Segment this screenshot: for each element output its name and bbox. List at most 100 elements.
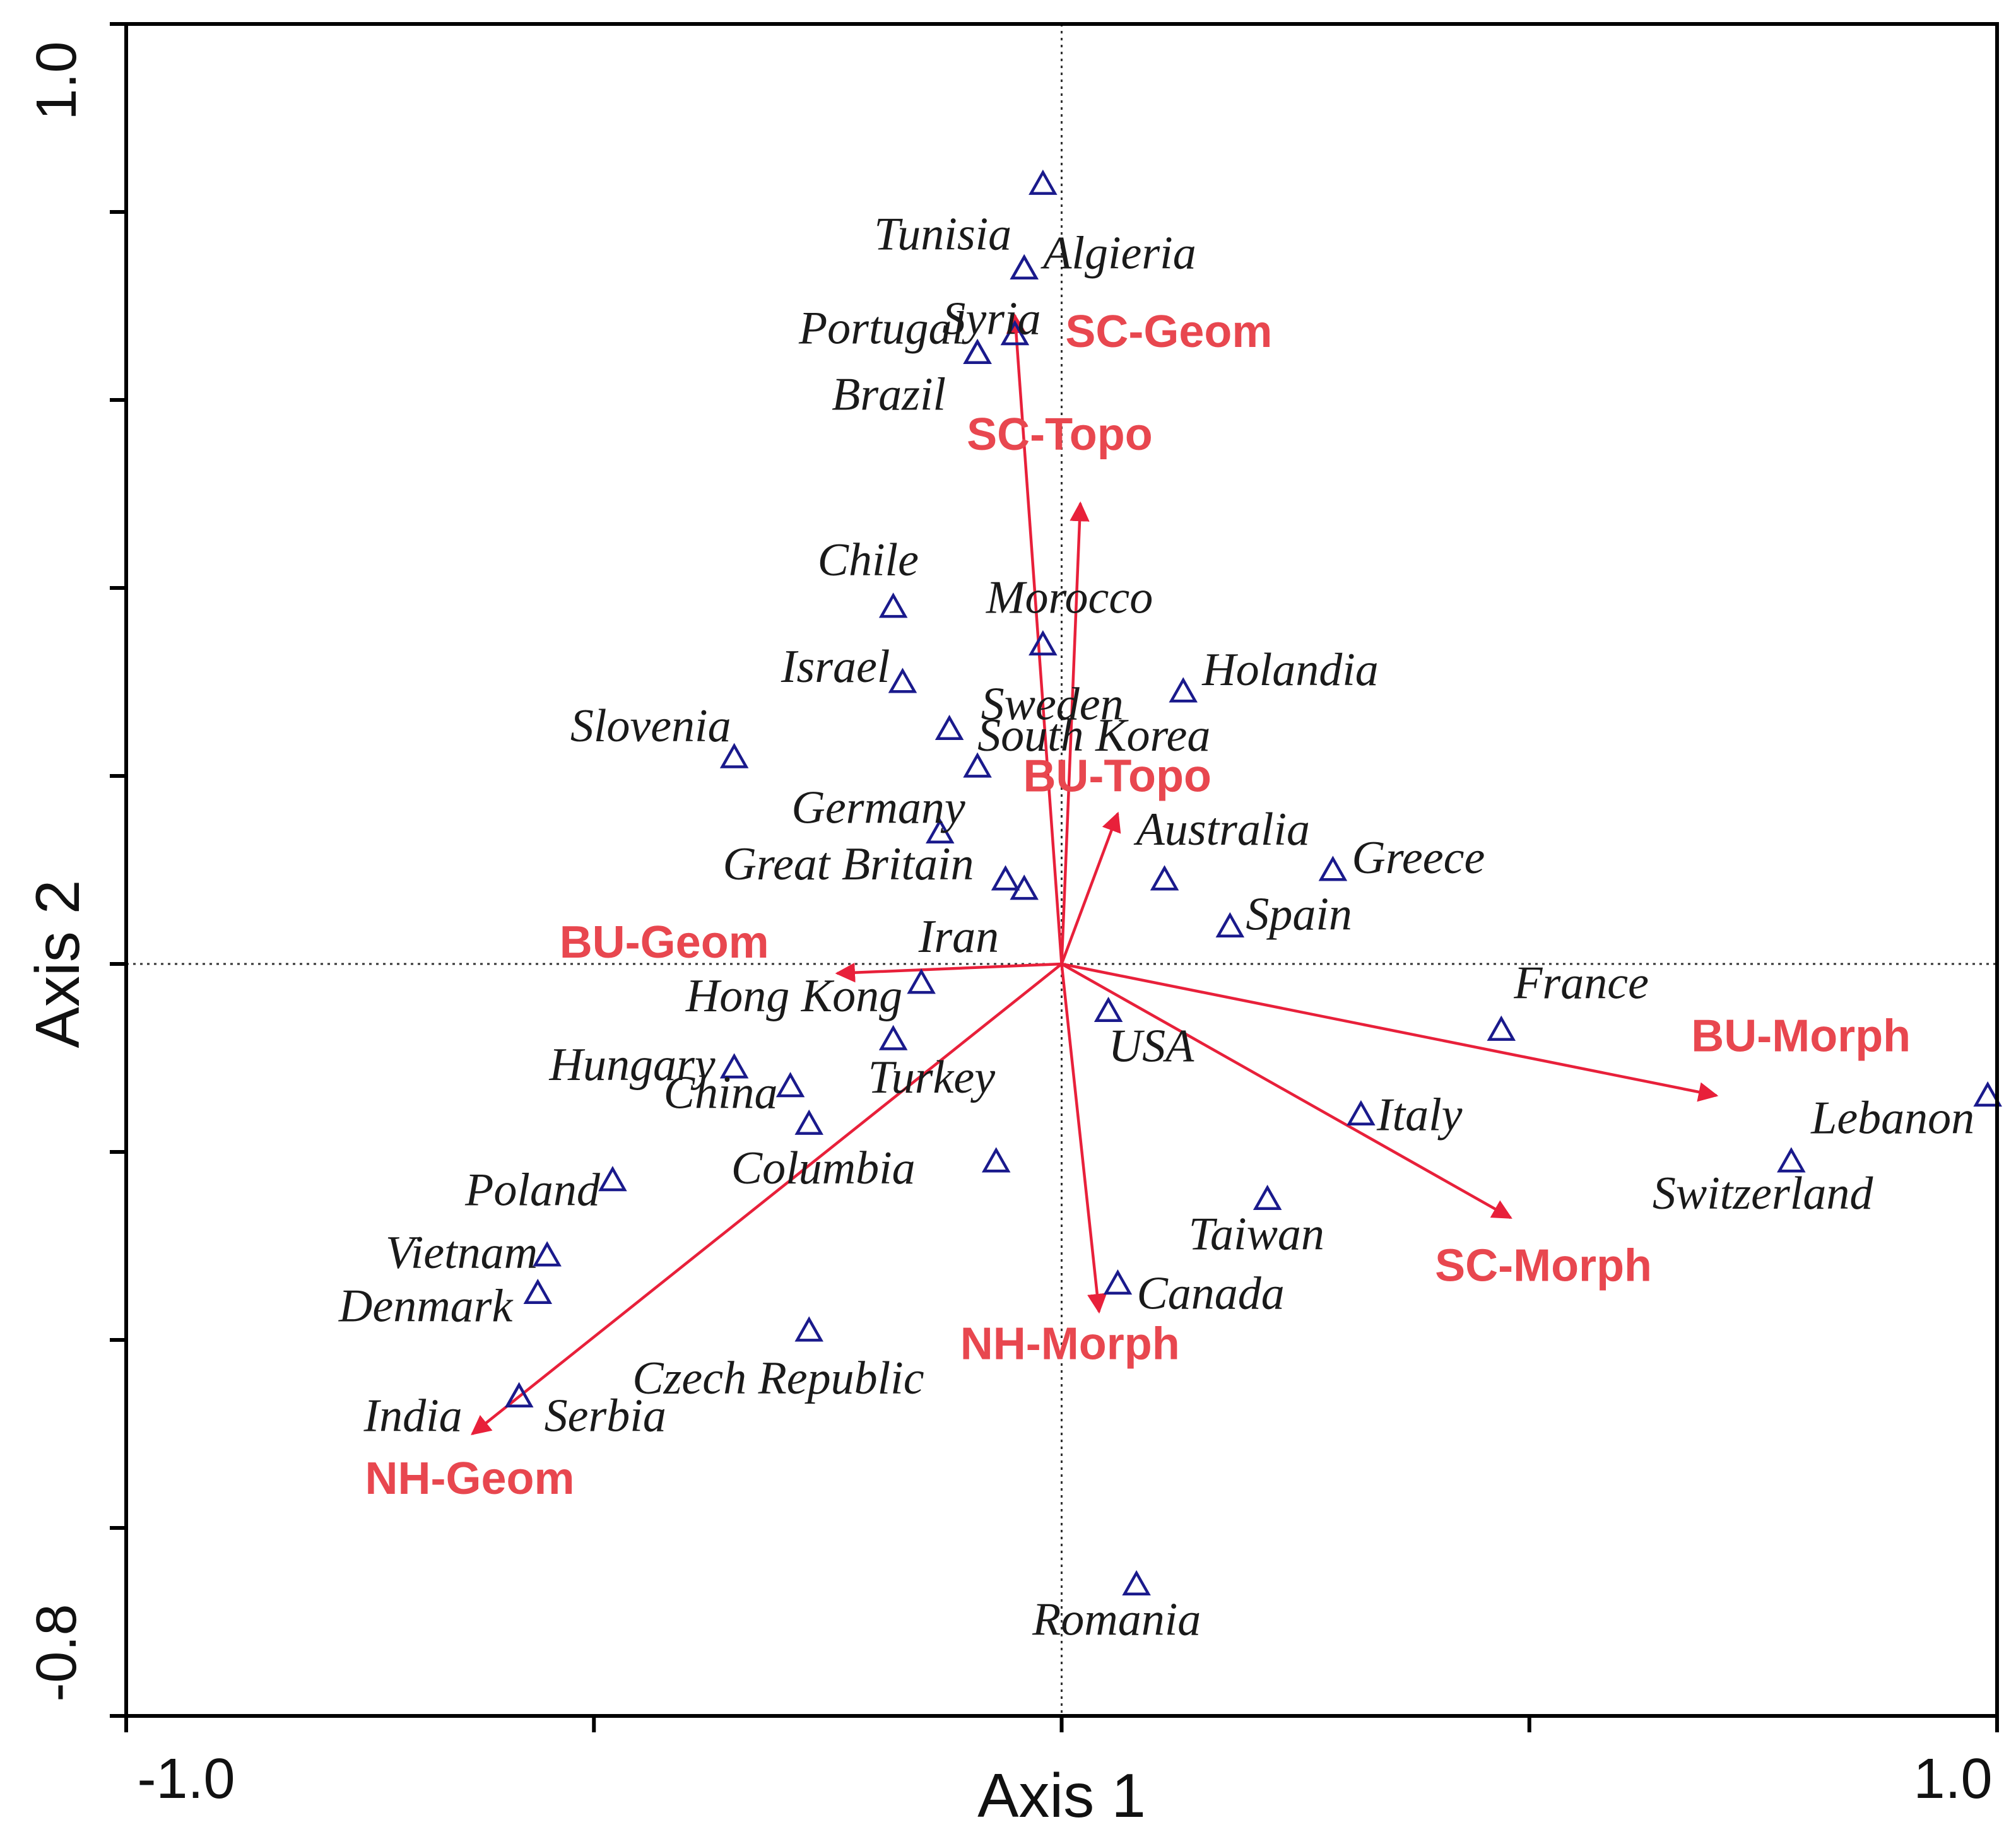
site-label-usa: USA	[1109, 1021, 1194, 1072]
site-marker-romania	[1122, 1570, 1151, 1595]
site-label-morocco: Morocco	[986, 572, 1153, 623]
site-marker-morocco	[1029, 630, 1058, 655]
x-tick-label: 1.0	[1913, 1747, 1992, 1811]
site-label-canada: Canada	[1136, 1268, 1284, 1320]
site-marker-unlabeled	[1029, 169, 1058, 195]
site-label-india: India	[363, 1390, 462, 1442]
site-marker-usa	[1093, 996, 1123, 1023]
site-label-vietnam: Vietnam	[386, 1227, 538, 1279]
y-tick-label: 1.0	[25, 41, 88, 120]
site-label-south-korea: South Korea	[977, 710, 1210, 761]
site-label-denmark: Denmark	[338, 1281, 514, 1332]
vector-bu-geom-arrow	[835, 962, 1062, 983]
site-label-holandia: Holandia	[1201, 644, 1379, 696]
y-axis-title: Axis 2	[23, 880, 92, 1048]
x-axis-title: Axis 1	[977, 1761, 1146, 1830]
site-label-czech-republic: Czech Republic	[632, 1353, 924, 1404]
site-label-great-britain: Great Britain	[722, 838, 974, 890]
site-marker-south-korea	[963, 752, 992, 778]
site-marker-slovenia	[719, 743, 749, 768]
site-marker-syria	[1000, 320, 1030, 346]
vector-sc-topo-arrow	[1060, 501, 1090, 965]
site-marker-australia	[1150, 865, 1179, 891]
vector-label-sc-topo: SC-Topo	[967, 409, 1153, 460]
site-label-serbia: Serbia	[545, 1390, 666, 1442]
site-label-romania: Romania	[1032, 1594, 1201, 1645]
site-marker-denmark	[523, 1278, 553, 1305]
site-label-brazil: Brazil	[832, 369, 946, 421]
site-label-algieria: Algieria	[1040, 227, 1196, 279]
reference-lines	[126, 24, 1997, 1716]
site-label-iran: Iran	[918, 911, 999, 963]
site-marker-poland	[598, 1166, 627, 1192]
site-label-slovenia: Slovenia	[570, 700, 731, 752]
site-marker-iran	[1010, 874, 1039, 900]
site-marker-greece	[1318, 855, 1348, 881]
vector-label-nh-geom: NH-Geom	[365, 1453, 575, 1504]
site-label-greece: Greece	[1352, 832, 1485, 884]
vector-nh-geom-arrow	[471, 963, 1063, 1435]
y-tick-label: -0.8	[25, 1604, 88, 1701]
site-marker-switzerland	[1777, 1147, 1806, 1173]
tick-labels: -1.0 1.0 1.0 -0.8	[25, 41, 1993, 1811]
vector-label-sc-geom: SC-Geom	[1065, 307, 1272, 357]
site-marker-hong-kong	[907, 968, 936, 994]
site-marker-czech-republic	[794, 1316, 823, 1342]
site-label-switzerland: Switzerland	[1653, 1168, 1873, 1219]
site-label-australia: Australia	[1133, 804, 1310, 855]
site-marker-algieria	[1010, 254, 1039, 279]
site-marker-italy	[1347, 1100, 1376, 1125]
site-label-syria: Syria	[942, 293, 1040, 345]
axis-ticks	[110, 22, 1999, 1732]
site-label-portugal: Portugal	[798, 303, 965, 355]
site-label-poland: Poland	[464, 1165, 601, 1216]
site-label-germany: Germany	[791, 782, 965, 833]
site-marker-holandia	[1169, 677, 1198, 703]
vector-label-bu-geom: BU-Geom	[560, 917, 769, 968]
site-marker-brazil	[963, 338, 992, 365]
site-marker-israel	[888, 667, 917, 693]
site-marker-chile	[878, 592, 908, 618]
x-tick-label: -1.0	[137, 1747, 235, 1811]
site-marker-great-britain	[991, 865, 1020, 891]
site-marker-vietnam	[533, 1241, 562, 1267]
site-label-columbia: Columbia	[731, 1142, 916, 1194]
vector-label-bu-morph: BU-Morph	[1691, 1011, 1911, 1062]
vector-sc-morph-arrow	[1061, 963, 1512, 1219]
site-marker-taiwan	[1253, 1184, 1282, 1211]
site-label-taiwan: Taiwan	[1189, 1209, 1324, 1260]
vector-labels: SC-Geom SC-Topo BU-Topo BU-Geom BU-Morph SC-M…	[365, 307, 1911, 1504]
site-label-tunisia: Tunisia	[874, 208, 1011, 260]
site-label-china: China	[664, 1067, 778, 1119]
site-marker-hungary	[719, 1053, 749, 1079]
site-marker-china	[775, 1072, 805, 1098]
site-marker-canada	[1103, 1269, 1133, 1295]
site-label-france: France	[1513, 957, 1649, 1009]
site-label-lebanon: Lebanon	[1810, 1093, 1974, 1144]
site-marker-lebanon	[1973, 1081, 2002, 1107]
site-label-turkey: Turkey	[868, 1052, 996, 1103]
vector-label-nh-morph: NH-Morph	[960, 1318, 1180, 1369]
site-marker-columbia	[981, 1147, 1011, 1173]
vector-bu-topo-arrow	[1060, 811, 1121, 965]
site-label-hungary: Hungary	[549, 1039, 716, 1091]
site-marker-turkey	[878, 1025, 908, 1050]
site-marker-france	[1487, 1015, 1516, 1041]
site-markers	[504, 169, 2002, 1595]
site-marker-unlabeled	[794, 1109, 823, 1135]
site-label-chile: Chile	[818, 534, 919, 586]
site-marker-spain	[1215, 912, 1245, 937]
site-label-spain: Spain	[1246, 888, 1352, 940]
site-label-israel: Israel	[781, 641, 890, 693]
site-marker-sweden	[934, 714, 964, 741]
site-label-sweden: Sweden	[981, 679, 1124, 731]
site-label-italy: Italy	[1376, 1089, 1463, 1141]
site-marker-serbia	[504, 1382, 534, 1407]
vector-label-bu-topo: BU-Topo	[1023, 751, 1211, 802]
site-label-hong-kong: Hong Kong	[685, 970, 902, 1022]
vector-label-sc-morph: SC-Morph	[1435, 1240, 1652, 1291]
site-marker-germany	[926, 818, 955, 843]
vector-bu-morph-arrow	[1061, 962, 1719, 1102]
